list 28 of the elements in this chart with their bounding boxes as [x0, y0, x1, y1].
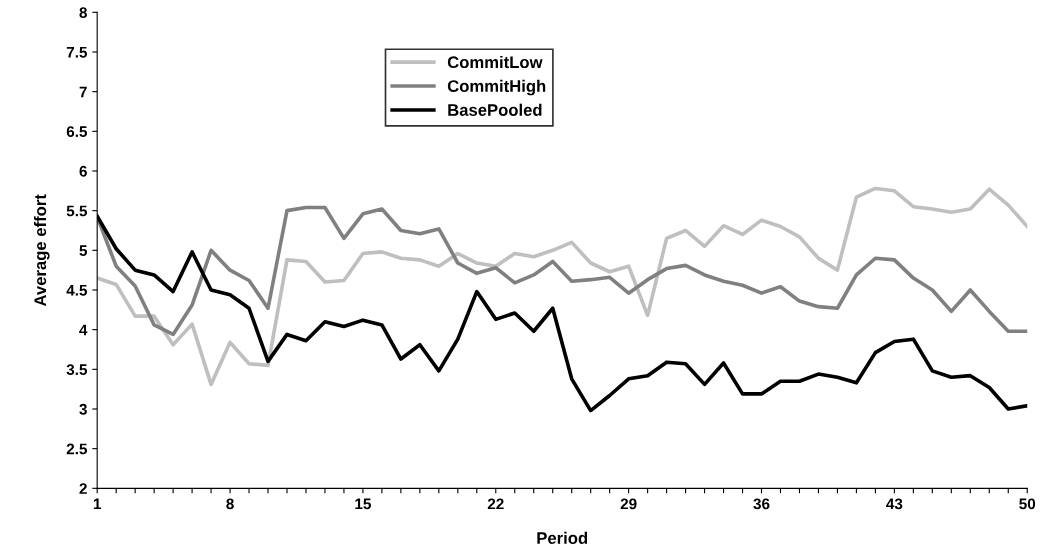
x-tick-label: 43 — [886, 498, 903, 510]
x-tick-label: 29 — [620, 498, 637, 510]
x-tick-label: 22 — [487, 498, 504, 510]
legend-label: CommitHigh — [447, 79, 546, 96]
x-tick-label: 36 — [753, 498, 770, 510]
y-tick-label: 3 — [79, 403, 87, 415]
y-axis-title: Average effort — [33, 194, 50, 307]
y-tick-label: 8 — [79, 7, 87, 19]
y-tick-label: 5 — [79, 245, 88, 257]
x-axis-title: Period — [537, 531, 588, 544]
legend-label: BasePooled — [448, 103, 542, 116]
y-tick-label: 2.5 — [66, 443, 88, 455]
x-tick-label: 1 — [93, 498, 102, 510]
line-series — [97, 205, 1028, 337]
y-tick-label: 2 — [79, 483, 87, 494]
y-tick-label: 5.5 — [66, 205, 88, 217]
y-tick-label: 7.5 — [66, 47, 88, 58]
y-tick-label: 4 — [79, 324, 88, 336]
x-tick-label: 8 — [226, 498, 234, 510]
y-tick-label: 6 — [79, 165, 87, 177]
y-tick-label: 7 — [79, 86, 87, 98]
y-tick-label: 3.5 — [66, 364, 88, 376]
y-tick-label: 6.5 — [66, 126, 88, 138]
x-tick-label: 15 — [355, 498, 371, 510]
line-series — [97, 186, 1028, 387]
legend-label: CommitLow — [447, 55, 543, 69]
y-tick-label: 4.5 — [66, 285, 88, 296]
x-tick-label: 50 — [1019, 498, 1036, 510]
